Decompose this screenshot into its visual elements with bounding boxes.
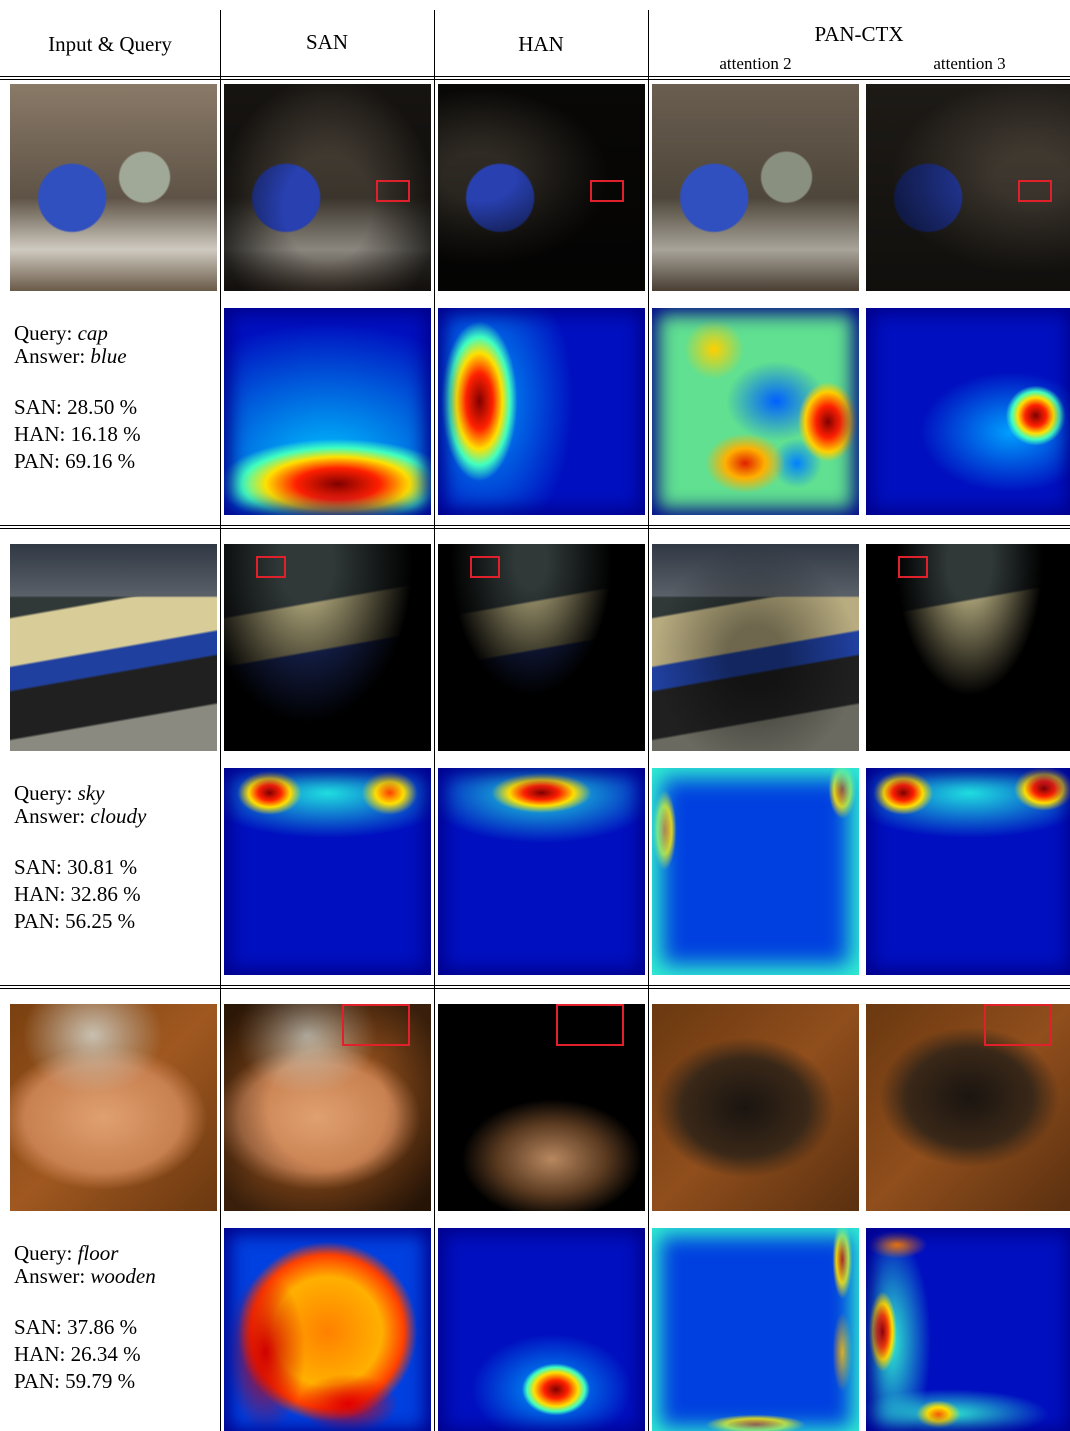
answer-text: blue: [90, 344, 127, 368]
score-line: PAN: 69.16 %: [14, 449, 136, 473]
score-line: PAN: 56.25 %: [14, 909, 136, 933]
heatmap: [224, 1228, 431, 1431]
answer-line: Answer: wooden: [14, 1263, 156, 1290]
heatmap: [652, 308, 859, 515]
heatmap: [438, 768, 645, 975]
column-header: SAN: [305, 30, 348, 54]
sub-header: attention 2: [719, 54, 792, 73]
attention-photo: [652, 84, 859, 291]
heatmap: [652, 768, 859, 975]
column-rule: [434, 10, 435, 1431]
answer-label: Answer:: [14, 804, 86, 828]
heatmap: [866, 1228, 1070, 1431]
query-line: Query: floor: [14, 1240, 118, 1267]
row-rule: [0, 525, 1070, 526]
score-line: SAN: 28.50 %: [14, 395, 138, 419]
answer-line: Answer: blue: [14, 343, 127, 370]
attention-photo: [652, 1004, 859, 1211]
attention-photo: [438, 1004, 645, 1211]
attention-photo: [438, 544, 645, 751]
attention-photo: [438, 84, 645, 291]
query-line: Query: cap: [14, 320, 108, 347]
attention-photo: [866, 1004, 1070, 1211]
score-line: SAN: 37.86 %: [14, 1315, 138, 1339]
answer-text: wooden: [90, 1264, 156, 1288]
query-label: Query:: [14, 1241, 73, 1265]
column-header: PAN-CTX: [814, 22, 904, 46]
query-label: Query:: [14, 781, 73, 805]
attention-photo: [224, 84, 431, 291]
attention-photo: [224, 544, 431, 751]
column-header: HAN: [518, 32, 564, 56]
query-text: sky: [77, 781, 105, 805]
attention-photo: [866, 544, 1070, 751]
column-rule: [220, 10, 221, 1431]
row-rule: [0, 985, 1070, 986]
score-line: HAN: 16.18 %: [14, 422, 141, 446]
query-line: Query: sky: [14, 780, 104, 807]
score-line: HAN: 32.86 %: [14, 882, 141, 906]
input-photo: [10, 544, 217, 751]
heatmap: [652, 1228, 859, 1431]
answer-line: Answer: cloudy: [14, 803, 146, 830]
input-photo: [10, 1004, 217, 1211]
header-rule: [0, 76, 1070, 77]
attention-photo: [224, 1004, 431, 1211]
query-text: floor: [77, 1241, 119, 1265]
row-rule: [0, 528, 1070, 529]
query-text: cap: [77, 321, 108, 345]
heatmap: [866, 768, 1070, 975]
column-header: Input & Query: [48, 32, 172, 56]
header-rule: [0, 79, 1070, 80]
column-rule: [648, 10, 649, 1431]
heatmap: [866, 308, 1070, 515]
sub-header: attention 3: [933, 54, 1006, 73]
heatmap: [438, 1228, 645, 1431]
query-label: Query:: [14, 321, 73, 345]
input-photo: [10, 84, 217, 291]
attention-photo: [866, 84, 1070, 291]
heatmap: [224, 308, 431, 515]
row-rule: [0, 988, 1070, 989]
score-line: SAN: 30.81 %: [14, 855, 138, 879]
attention-photo: [652, 544, 859, 751]
heatmap: [438, 308, 645, 515]
score-line: PAN: 59.79 %: [14, 1369, 136, 1393]
answer-text: cloudy: [90, 804, 147, 828]
answer-label: Answer:: [14, 344, 86, 368]
score-line: HAN: 26.34 %: [14, 1342, 141, 1366]
answer-label: Answer:: [14, 1264, 86, 1288]
heatmap: [224, 768, 431, 975]
